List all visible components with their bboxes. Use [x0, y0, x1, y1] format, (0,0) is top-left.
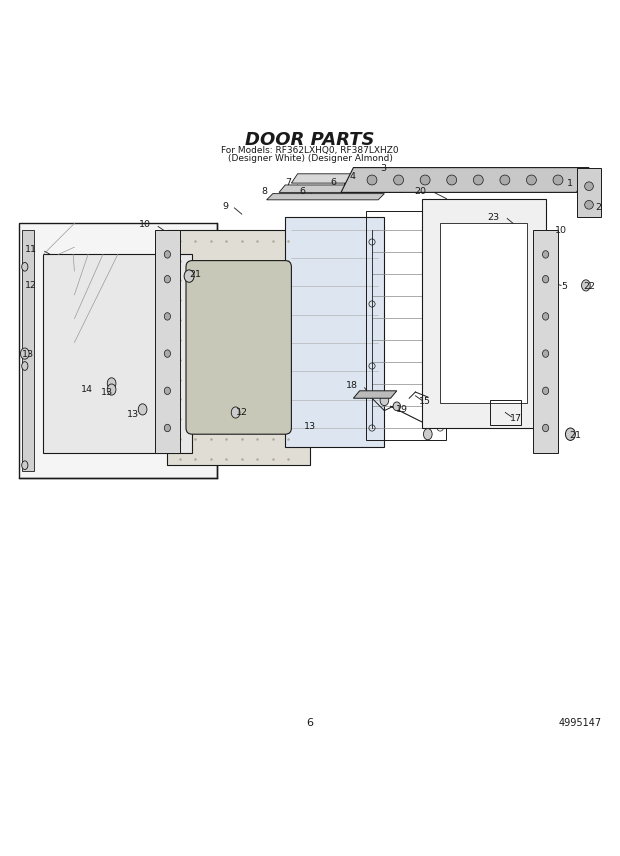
Polygon shape — [43, 254, 192, 453]
Ellipse shape — [380, 395, 389, 406]
Text: 8: 8 — [262, 187, 268, 196]
Polygon shape — [167, 229, 310, 465]
Text: 5: 5 — [561, 282, 567, 291]
Ellipse shape — [473, 175, 483, 185]
Text: DOOR PARTS: DOOR PARTS — [246, 131, 374, 149]
Ellipse shape — [447, 175, 457, 185]
Ellipse shape — [164, 276, 171, 283]
Text: 12: 12 — [236, 408, 248, 417]
Ellipse shape — [500, 175, 510, 185]
Ellipse shape — [164, 312, 171, 320]
Ellipse shape — [542, 251, 549, 259]
Polygon shape — [267, 193, 384, 199]
Ellipse shape — [542, 425, 549, 431]
Text: 7: 7 — [285, 178, 291, 187]
Ellipse shape — [138, 404, 147, 415]
Ellipse shape — [107, 384, 116, 395]
Polygon shape — [285, 217, 384, 447]
Text: 15: 15 — [419, 397, 432, 407]
Ellipse shape — [22, 461, 28, 470]
Text: 10: 10 — [140, 220, 151, 229]
Ellipse shape — [22, 362, 28, 371]
FancyBboxPatch shape — [186, 260, 291, 434]
Ellipse shape — [164, 387, 171, 395]
Text: 20: 20 — [415, 187, 427, 196]
Polygon shape — [291, 174, 422, 183]
Text: 13: 13 — [22, 350, 34, 360]
Text: For Models: RF362LXHQ0, RF387LXHZ0: For Models: RF362LXHQ0, RF387LXHZ0 — [221, 146, 399, 155]
Text: 18: 18 — [347, 381, 358, 390]
Text: 6: 6 — [306, 717, 314, 728]
Text: 9: 9 — [222, 201, 228, 211]
Ellipse shape — [20, 348, 29, 360]
Text: 6: 6 — [299, 187, 305, 196]
Ellipse shape — [542, 350, 549, 357]
Text: 4995147: 4995147 — [558, 717, 601, 728]
Ellipse shape — [542, 312, 549, 320]
Polygon shape — [19, 223, 217, 478]
Text: 13: 13 — [100, 388, 113, 396]
Polygon shape — [577, 168, 601, 217]
Text: 17: 17 — [510, 414, 522, 423]
Ellipse shape — [585, 200, 593, 209]
Ellipse shape — [542, 276, 549, 283]
Text: 13: 13 — [127, 410, 140, 419]
Text: 1: 1 — [567, 179, 574, 187]
Polygon shape — [22, 229, 34, 472]
Ellipse shape — [107, 377, 116, 389]
Polygon shape — [155, 229, 180, 453]
Ellipse shape — [367, 175, 377, 185]
Ellipse shape — [164, 350, 171, 357]
Text: 19: 19 — [396, 405, 408, 414]
Ellipse shape — [582, 280, 590, 291]
Ellipse shape — [231, 407, 240, 418]
Ellipse shape — [423, 429, 432, 440]
Text: 12: 12 — [25, 281, 37, 290]
Ellipse shape — [164, 251, 171, 259]
Polygon shape — [341, 168, 589, 193]
Ellipse shape — [394, 175, 404, 185]
Polygon shape — [279, 185, 409, 193]
Polygon shape — [440, 223, 527, 403]
Text: 21: 21 — [569, 431, 582, 440]
Text: 2: 2 — [595, 204, 601, 212]
Ellipse shape — [22, 263, 28, 271]
Ellipse shape — [420, 175, 430, 185]
Text: 21: 21 — [189, 270, 202, 279]
Text: 4: 4 — [349, 172, 355, 181]
Text: 11: 11 — [25, 245, 37, 254]
Text: 14: 14 — [81, 385, 93, 394]
Polygon shape — [353, 391, 397, 398]
Polygon shape — [533, 229, 558, 453]
Ellipse shape — [393, 402, 401, 411]
Ellipse shape — [164, 425, 171, 431]
Ellipse shape — [542, 387, 549, 395]
Ellipse shape — [553, 175, 563, 185]
Text: 10: 10 — [554, 226, 567, 235]
Ellipse shape — [585, 181, 593, 191]
Ellipse shape — [526, 175, 536, 185]
Polygon shape — [422, 199, 546, 428]
Text: 23: 23 — [487, 212, 500, 222]
Ellipse shape — [565, 428, 575, 440]
Text: 3: 3 — [380, 164, 386, 174]
Text: 13: 13 — [304, 422, 316, 431]
Text: 6: 6 — [330, 178, 337, 187]
Text: (Designer White) (Designer Almond): (Designer White) (Designer Almond) — [228, 154, 392, 163]
Text: 22: 22 — [583, 282, 595, 291]
Ellipse shape — [184, 270, 194, 282]
